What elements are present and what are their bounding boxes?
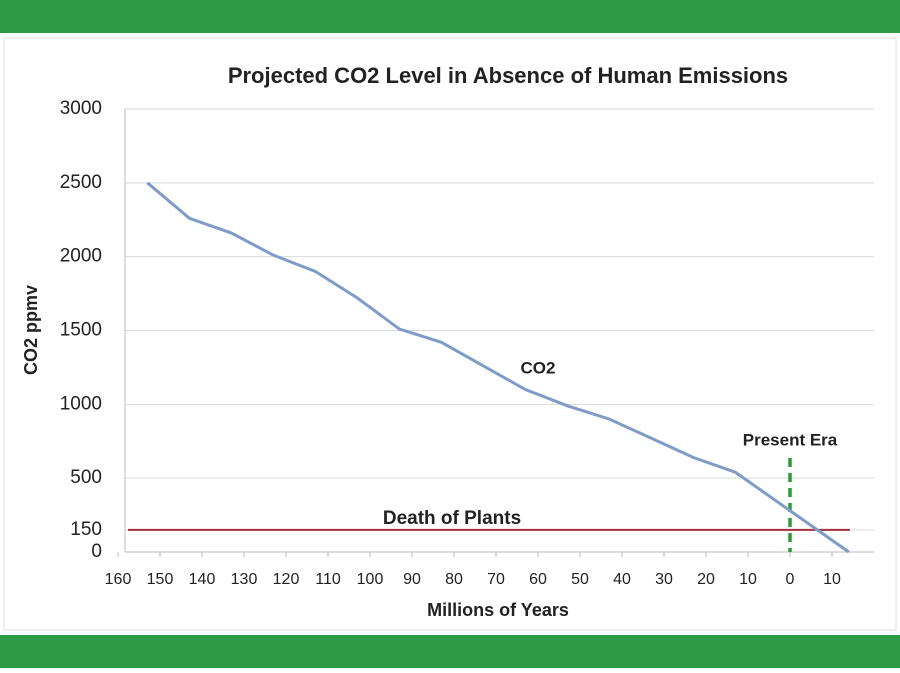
x-tick-label: 80 [445, 571, 463, 588]
y-tick-label: 150 [70, 519, 102, 540]
x-tick-label: 70 [487, 571, 505, 588]
x-tick-label: 30 [655, 571, 673, 588]
y-tick-label: 500 [70, 467, 102, 488]
y-tick-label: 3000 [60, 98, 102, 119]
x-tick-label: 40 [613, 571, 631, 588]
y-tick-label: 1000 [60, 393, 102, 414]
x-tick-label: 50 [571, 571, 589, 588]
series-line [146, 181, 850, 554]
x-tick-label: 130 [231, 571, 258, 588]
x-tick-label: 10 [739, 571, 757, 588]
x-tick-label: 10 [823, 571, 841, 588]
series-label: CO2 [521, 358, 556, 377]
x-axis-label: Millions of Years [427, 600, 569, 620]
top-band [0, 0, 900, 33]
marker-label: Present Era [743, 430, 838, 449]
y-tick-label: 1500 [60, 320, 102, 341]
x-tick-label: 110 [315, 571, 341, 588]
x-tick-label: 160 [105, 571, 132, 588]
x-tick-label: 0 [786, 571, 795, 588]
slide-panel [3, 37, 897, 631]
threshold-label: Death of Plants [383, 508, 521, 529]
x-tick-label: 100 [357, 571, 384, 588]
x-tick-label: 150 [147, 571, 174, 588]
x-tick-label: 120 [273, 571, 300, 588]
x-tick-label: 60 [529, 571, 547, 588]
x-tick-label: 20 [697, 571, 715, 588]
x-tick-label: 140 [189, 571, 216, 588]
y-axis-label: CO2 ppmv [21, 285, 41, 375]
x-tick-label: 90 [403, 571, 421, 588]
y-tick-label: 0 [91, 541, 102, 562]
y-tick-label: 2500 [60, 172, 102, 193]
chart-title: Projected CO2 Level in Absence of Human … [228, 63, 788, 88]
y-tick-label: 2000 [60, 246, 102, 267]
bottom-band [0, 635, 900, 668]
